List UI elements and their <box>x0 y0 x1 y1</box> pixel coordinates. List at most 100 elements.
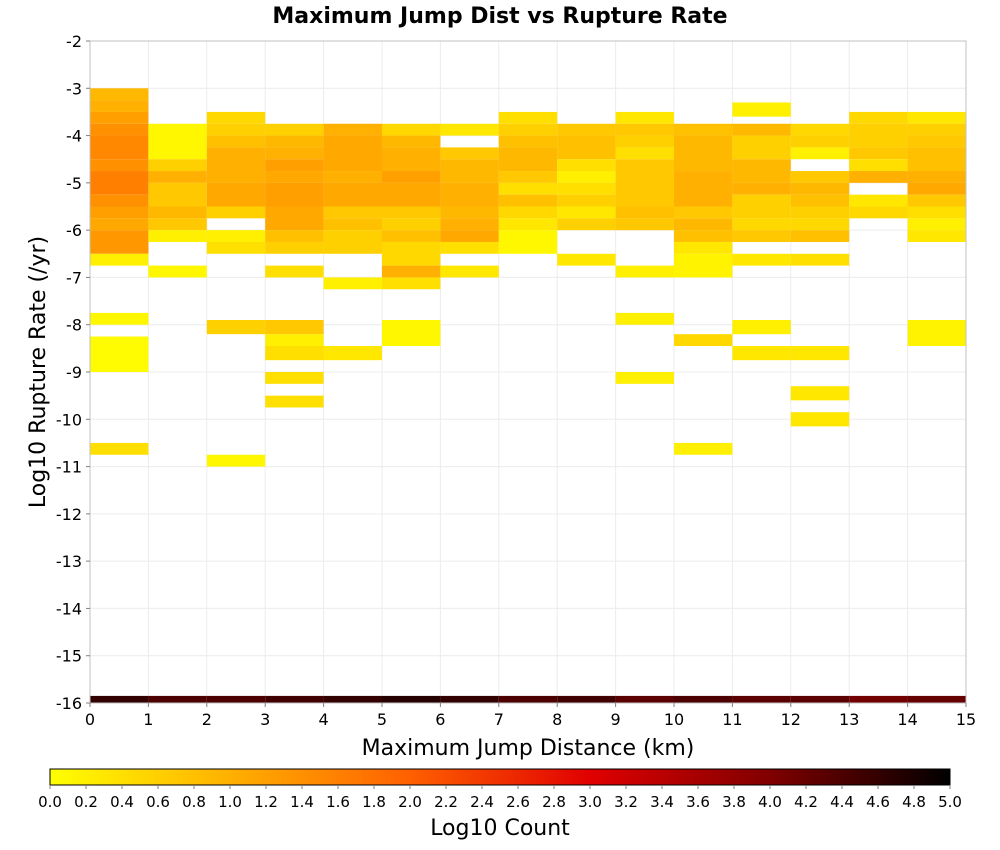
y-tick-label: -4 <box>66 127 82 146</box>
colorbar-ticks: 0.0 0.2 0.4 0.6 0.8 1.0 1.2 1.4 1.6 1.8 2.0 2.2 2.4 2… <box>38 785 962 811</box>
heatmap-cell <box>323 345 382 361</box>
heatmap-cell <box>382 206 441 219</box>
heatmap-cell <box>440 123 499 136</box>
heatmap-cell <box>265 147 324 160</box>
heatmap-cell <box>674 230 733 242</box>
heatmap-cell <box>90 336 149 372</box>
heatmap-cell <box>557 135 616 160</box>
y-tick-label: -3 <box>66 79 82 98</box>
heatmap-cell <box>265 395 324 408</box>
heatmap-cell <box>90 253 149 266</box>
colorbar-tick-label: 0.6 <box>146 793 170 811</box>
heatmap-cell <box>323 135 382 172</box>
heatmap-cell <box>323 230 382 254</box>
heatmap-cell <box>907 230 966 242</box>
y-tick-label: -5 <box>66 174 82 193</box>
heatmap-cell <box>557 218 616 231</box>
heatmap-cell <box>90 218 149 231</box>
heatmap-cell <box>849 194 908 207</box>
colorbar-tick-label: 0.8 <box>182 793 206 811</box>
y-tick-label: -7 <box>66 268 82 287</box>
heatmap-cell <box>498 171 558 183</box>
heatmap-cell <box>148 265 207 278</box>
heatmap-cell <box>790 253 850 266</box>
y-tick-label: -13 <box>56 552 82 571</box>
heatmap-cell <box>323 123 382 136</box>
heatmap-cell <box>382 277 441 290</box>
y-axis-ticks: -2 -3 -4 -5 -6 -7 -8 -9 -10 -11 -12 -13 -14 -15 -16 <box>56 32 90 713</box>
heatmap-cell <box>498 111 558 124</box>
x-tick-label: 15 <box>956 710 976 729</box>
heatmap-cell <box>498 206 558 219</box>
y-tick-label: -2 <box>66 32 82 51</box>
heatmap-cell <box>382 171 441 183</box>
heatmap-cell <box>907 147 966 172</box>
heatmap-cell <box>732 123 791 136</box>
heatmap-cell <box>790 345 850 361</box>
heatmap-cell <box>790 412 850 427</box>
heatmap-cell <box>90 312 149 325</box>
heatmap-cell <box>90 135 149 160</box>
heatmap-cell <box>265 319 324 335</box>
heatmap-cell <box>790 230 850 242</box>
heatmap-cell <box>382 182 441 207</box>
heatmap-cell <box>440 230 499 242</box>
heatmap-cell <box>498 123 558 136</box>
heatmap-cell <box>790 194 850 207</box>
heatmap-cell <box>440 147 499 160</box>
x-axis-ticks: 0 1 2 3 4 5 6 7 8 9 10 11 12 13 14 15 <box>85 703 976 729</box>
heatmap-cell <box>790 206 850 219</box>
heatmap-cell <box>90 230 149 254</box>
heatmap-cell <box>265 123 324 136</box>
heatmap-cell <box>148 695 207 703</box>
y-tick-label: -11 <box>56 458 82 477</box>
heatmap-cell <box>557 123 616 136</box>
heatmap-cell <box>498 218 558 231</box>
heatmap-cell <box>849 123 908 148</box>
colorbar-tick-label: 0.0 <box>38 793 62 811</box>
heatmap-cell <box>148 206 207 219</box>
heatmap-cell <box>90 171 149 195</box>
heatmap-cell <box>674 695 733 703</box>
heatmap-cell <box>849 111 908 124</box>
heatmap-cell <box>557 182 616 195</box>
heatmap-cell <box>790 182 850 195</box>
heatmap-cell <box>382 147 441 172</box>
heatmap-cell <box>732 102 791 117</box>
colorbar-tick-label: 5.0 <box>938 793 962 811</box>
heatmap-cell <box>90 111 149 124</box>
heatmap-cell <box>790 123 850 136</box>
heatmap-cell <box>382 695 441 703</box>
y-axis-label: Log10 Rupture Rate (/yr) <box>26 236 51 508</box>
heatmap-cell <box>382 230 441 242</box>
heatmap-cell <box>907 218 966 231</box>
colorbar-tick-label: 1.6 <box>326 793 350 811</box>
heatmap-cell <box>206 182 266 207</box>
heatmap-cell <box>440 159 499 183</box>
heatmap-cell <box>615 111 674 124</box>
heatmap-cell <box>90 100 149 112</box>
heatmap-cell <box>849 206 908 219</box>
colorbar-tick-label: 1.4 <box>290 793 314 811</box>
heatmap-cell <box>440 182 499 207</box>
heatmap-cell <box>732 218 791 231</box>
heatmap-cell <box>615 218 674 231</box>
heatmap-cell <box>206 319 266 335</box>
colorbar-tick-label: 4.4 <box>830 793 854 811</box>
heatmap-cell <box>90 159 149 172</box>
x-axis-label: Maximum Jump Distance (km) <box>362 736 695 761</box>
colorbar-tick-label: 4.6 <box>866 793 890 811</box>
x-tick-label: 8 <box>552 710 562 729</box>
heatmap-cell <box>907 206 966 219</box>
chart-title: Maximum Jump Dist vs Rupture Rate <box>272 4 727 29</box>
colorbar-tick-label: 2.6 <box>506 793 530 811</box>
x-tick-label: 14 <box>897 710 917 729</box>
heatmap-cell <box>148 230 207 242</box>
heatmap-cell <box>907 319 966 346</box>
heatmap-cell <box>90 123 149 136</box>
heatmap-cell <box>557 253 616 266</box>
x-tick-label: 12 <box>781 710 801 729</box>
heatmap-cell <box>382 319 441 346</box>
heatmap-cell <box>498 135 558 148</box>
heatmap-cell <box>440 265 499 278</box>
